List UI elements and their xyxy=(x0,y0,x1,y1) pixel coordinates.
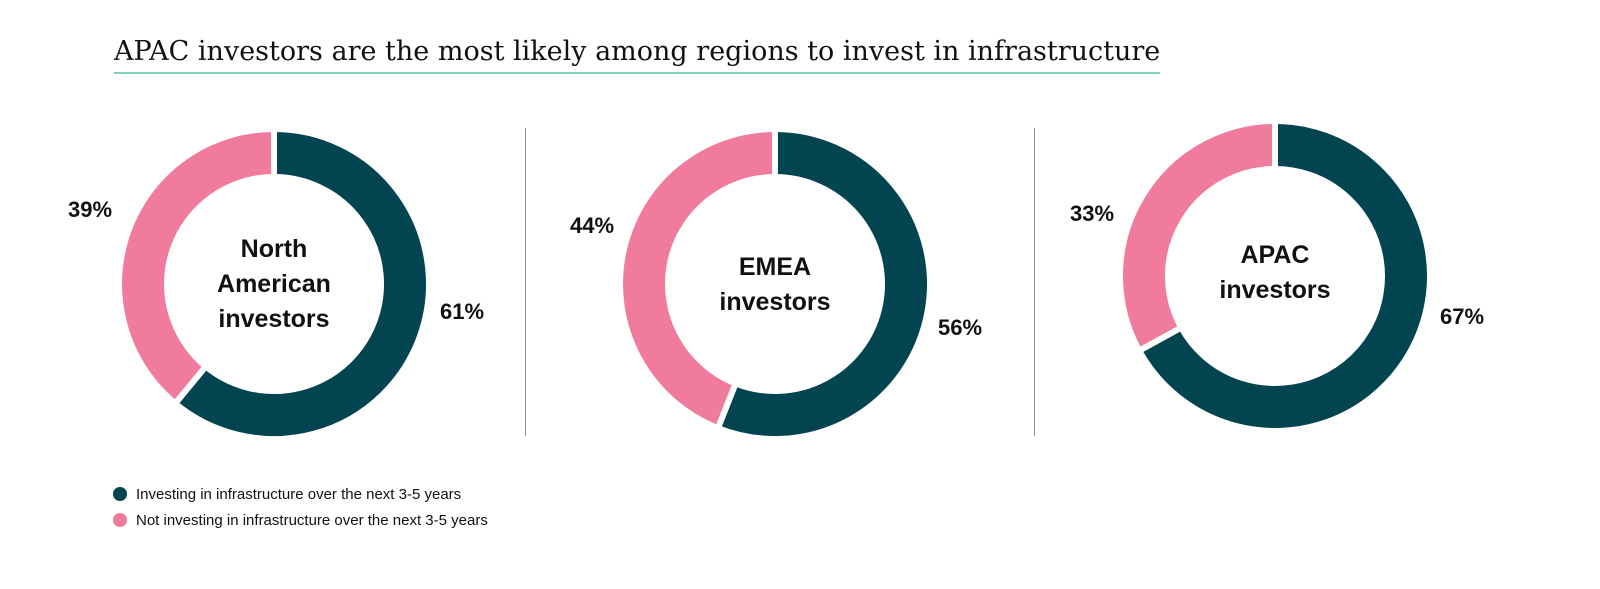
value-label-emea-not-investing: 44% xyxy=(570,213,615,238)
legend-item-not-investing: Not investing in infrastructure over the… xyxy=(113,507,488,533)
value-label-apac-not-investing: 33% xyxy=(1070,201,1115,226)
value-label-north-america-not-investing: 39% xyxy=(68,197,113,222)
chart-divider-1 xyxy=(525,128,526,436)
legend-swatch-investing xyxy=(113,487,127,501)
value-label-emea-investing: 56% xyxy=(938,315,983,340)
legend-label-investing: Investing in infrastructure over the nex… xyxy=(136,485,462,503)
donut-center-label-emea: EMEA investors xyxy=(719,253,831,316)
value-label-north-america-investing: 61% xyxy=(440,299,485,324)
legend-label-not-investing: Not investing in infrastructure over the… xyxy=(136,511,488,529)
chart-legend: Investing in infrastructure over the nex… xyxy=(113,481,488,533)
value-label-apac-investing: 67% xyxy=(1440,304,1485,329)
donut-center-label-apac: APAC investors xyxy=(1219,241,1331,304)
legend-item-investing: Investing in infrastructure over the nex… xyxy=(113,481,488,507)
chart-divider-2 xyxy=(1034,128,1035,436)
donut-segment-apac-not-investing xyxy=(1117,117,1278,355)
legend-swatch-not-investing xyxy=(113,513,127,527)
chart-title: APAC investors are the most likely among… xyxy=(114,34,1161,74)
donut-center-label-north-america: North American investors xyxy=(217,235,331,333)
